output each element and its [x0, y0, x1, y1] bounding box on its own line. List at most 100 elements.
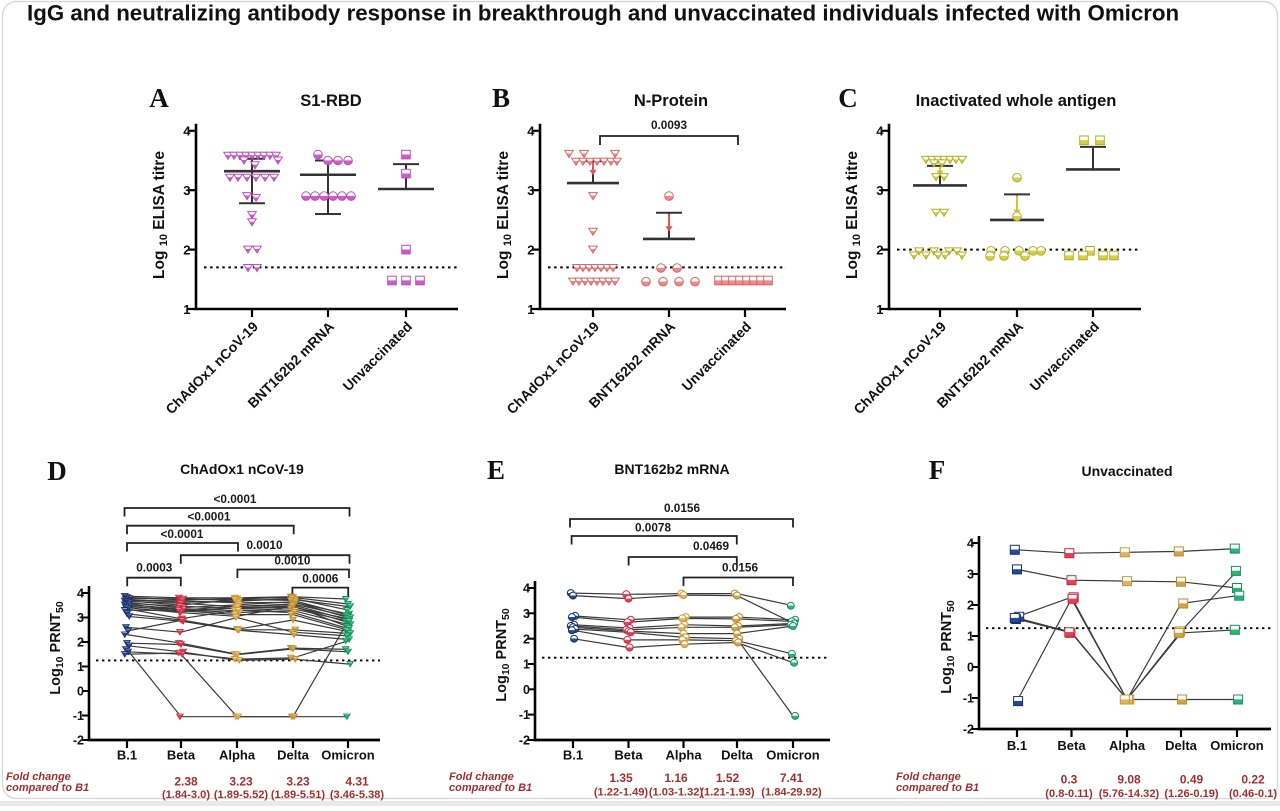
svg-text:BNT162b2 mRNA: BNT162b2 mRNA [614, 461, 729, 477]
svg-text:0.0156: 0.0156 [722, 561, 759, 575]
svg-text:0.0006: 0.0006 [302, 572, 339, 586]
svg-text:Delta: Delta [277, 748, 310, 763]
svg-text:1.35: 1.35 [609, 771, 633, 785]
svg-text:Inactivated whole antigen: Inactivated whole antigen [916, 92, 1117, 110]
svg-text:3: 3 [523, 607, 530, 621]
svg-text:0.0469: 0.0469 [693, 539, 730, 553]
svg-text:ChAdOx1 nCoV-19: ChAdOx1 nCoV-19 [180, 461, 304, 477]
svg-text:(0.8-0.11): (0.8-0.11) [1045, 788, 1093, 800]
svg-text:3: 3 [77, 611, 84, 625]
svg-text:4: 4 [967, 537, 974, 551]
svg-text:(1.22-1.49): (1.22-1.49) [594, 787, 649, 799]
svg-text:IgG and neutralizing antibody: IgG and neutralizing antibody response i… [27, 1, 1179, 26]
svg-text:0.0156: 0.0156 [664, 501, 701, 515]
svg-text:4: 4 [183, 124, 191, 139]
svg-text:Omicron: Omicron [1210, 738, 1264, 753]
svg-text:A: A [149, 83, 169, 113]
svg-text:2: 2 [77, 636, 84, 650]
svg-text:2: 2 [967, 599, 974, 613]
svg-text:1.52: 1.52 [716, 771, 740, 785]
svg-text:B: B [492, 83, 510, 113]
svg-text:0.0010: 0.0010 [246, 538, 283, 552]
svg-text:(1.03-1.32): (1.03-1.32) [649, 787, 704, 799]
svg-text:Unvaccinated: Unvaccinated [1081, 463, 1172, 479]
svg-text:Log10 PRNT50: Log10 PRNT50 [48, 601, 66, 695]
svg-text:3: 3 [876, 183, 883, 198]
svg-text:compared to B1: compared to B1 [449, 782, 532, 794]
svg-text:(3.46-5.38): (3.46-5.38) [330, 789, 385, 801]
svg-text:0.0078: 0.0078 [635, 521, 672, 535]
svg-text:(1.89-5.51): (1.89-5.51) [271, 789, 326, 801]
svg-text:0: 0 [77, 685, 84, 699]
svg-text:-2: -2 [73, 734, 84, 748]
svg-text:0.0093: 0.0093 [651, 118, 688, 132]
svg-text:0.0003: 0.0003 [136, 561, 173, 575]
svg-text:B.1: B.1 [117, 748, 137, 763]
svg-text:F: F [929, 455, 946, 485]
svg-text:Omicron: Omicron [766, 748, 820, 763]
svg-text:Log 10 ELISA titre: Log 10 ELISA titre [151, 151, 170, 279]
svg-text:D: D [47, 456, 67, 486]
svg-text:(1.84-3.0): (1.84-3.0) [162, 789, 210, 801]
svg-text:Omicron: Omicron [321, 748, 375, 763]
svg-text:0.0010: 0.0010 [274, 554, 311, 568]
svg-text:Log 10 ELISA titre: Log 10 ELISA titre [844, 151, 863, 279]
svg-text:2: 2 [523, 632, 530, 646]
svg-text:1: 1 [77, 660, 84, 674]
svg-text:2: 2 [183, 242, 190, 257]
svg-text:N-Protein: N-Protein [634, 92, 708, 110]
svg-text:7.41: 7.41 [780, 771, 804, 785]
svg-text:(1.89-5.52): (1.89-5.52) [214, 789, 269, 801]
svg-text:4: 4 [523, 582, 530, 596]
svg-text:0.3: 0.3 [1061, 773, 1078, 787]
svg-text:<0.0001: <0.0001 [188, 510, 231, 524]
svg-text:B.1: B.1 [563, 748, 583, 763]
svg-text:Beta: Beta [614, 748, 643, 763]
svg-text:1: 1 [967, 630, 974, 644]
svg-text:4: 4 [77, 587, 84, 601]
svg-text:-2: -2 [963, 723, 974, 737]
svg-text:Alpha: Alpha [1109, 738, 1146, 753]
svg-text:2: 2 [527, 242, 534, 257]
svg-text:Log 10 ELISA titre: Log 10 ELISA titre [495, 151, 514, 279]
svg-text:3: 3 [527, 183, 534, 198]
svg-text:-1: -1 [519, 708, 530, 722]
svg-text:Log10 PRNT50: Log10 PRNT50 [494, 608, 512, 702]
svg-text:Log10 PRNT50: Log10 PRNT50 [939, 600, 957, 694]
svg-text:Beta: Beta [1057, 738, 1086, 753]
svg-text:(1.26-0.19): (1.26-0.19) [1164, 788, 1219, 800]
svg-text:0: 0 [523, 683, 530, 697]
svg-text:3: 3 [183, 183, 190, 198]
svg-text:-2: -2 [519, 734, 530, 748]
svg-text:<0.0001: <0.0001 [161, 527, 204, 541]
svg-text:Beta: Beta [167, 748, 196, 763]
svg-text:C: C [838, 83, 858, 113]
svg-text:9.08: 9.08 [1117, 773, 1141, 787]
svg-text:4.31: 4.31 [345, 775, 369, 789]
svg-text:1: 1 [183, 302, 190, 317]
svg-text:compared to B1: compared to B1 [6, 782, 89, 794]
svg-text:(5.76-14.32): (5.76-14.32) [1099, 788, 1160, 800]
svg-text:Delta: Delta [1165, 738, 1198, 753]
svg-text:0.49: 0.49 [1180, 773, 1204, 787]
svg-text:Fold change: Fold change [6, 771, 71, 783]
svg-text:1: 1 [876, 302, 883, 317]
svg-text:<0.0001: <0.0001 [214, 492, 257, 506]
svg-text:0: 0 [967, 661, 974, 675]
svg-text:3: 3 [967, 568, 974, 582]
svg-text:1: 1 [523, 658, 530, 672]
svg-text:1.16: 1.16 [664, 771, 688, 785]
svg-text:Delta: Delta [721, 748, 754, 763]
svg-text:Alpha: Alpha [665, 748, 702, 763]
svg-text:2.38: 2.38 [174, 775, 198, 789]
svg-text:3.23: 3.23 [286, 775, 310, 789]
svg-text:Fold change: Fold change [896, 771, 961, 783]
svg-text:S1-RBD: S1-RBD [300, 92, 362, 110]
svg-text:(1.84-29.92): (1.84-29.92) [761, 787, 822, 799]
svg-text:-1: -1 [963, 692, 974, 706]
svg-text:4: 4 [527, 124, 535, 139]
svg-text:B.1: B.1 [1007, 738, 1027, 753]
svg-text:1: 1 [527, 302, 534, 317]
svg-text:Fold change: Fold change [449, 771, 514, 783]
svg-text:-1: -1 [73, 709, 84, 723]
